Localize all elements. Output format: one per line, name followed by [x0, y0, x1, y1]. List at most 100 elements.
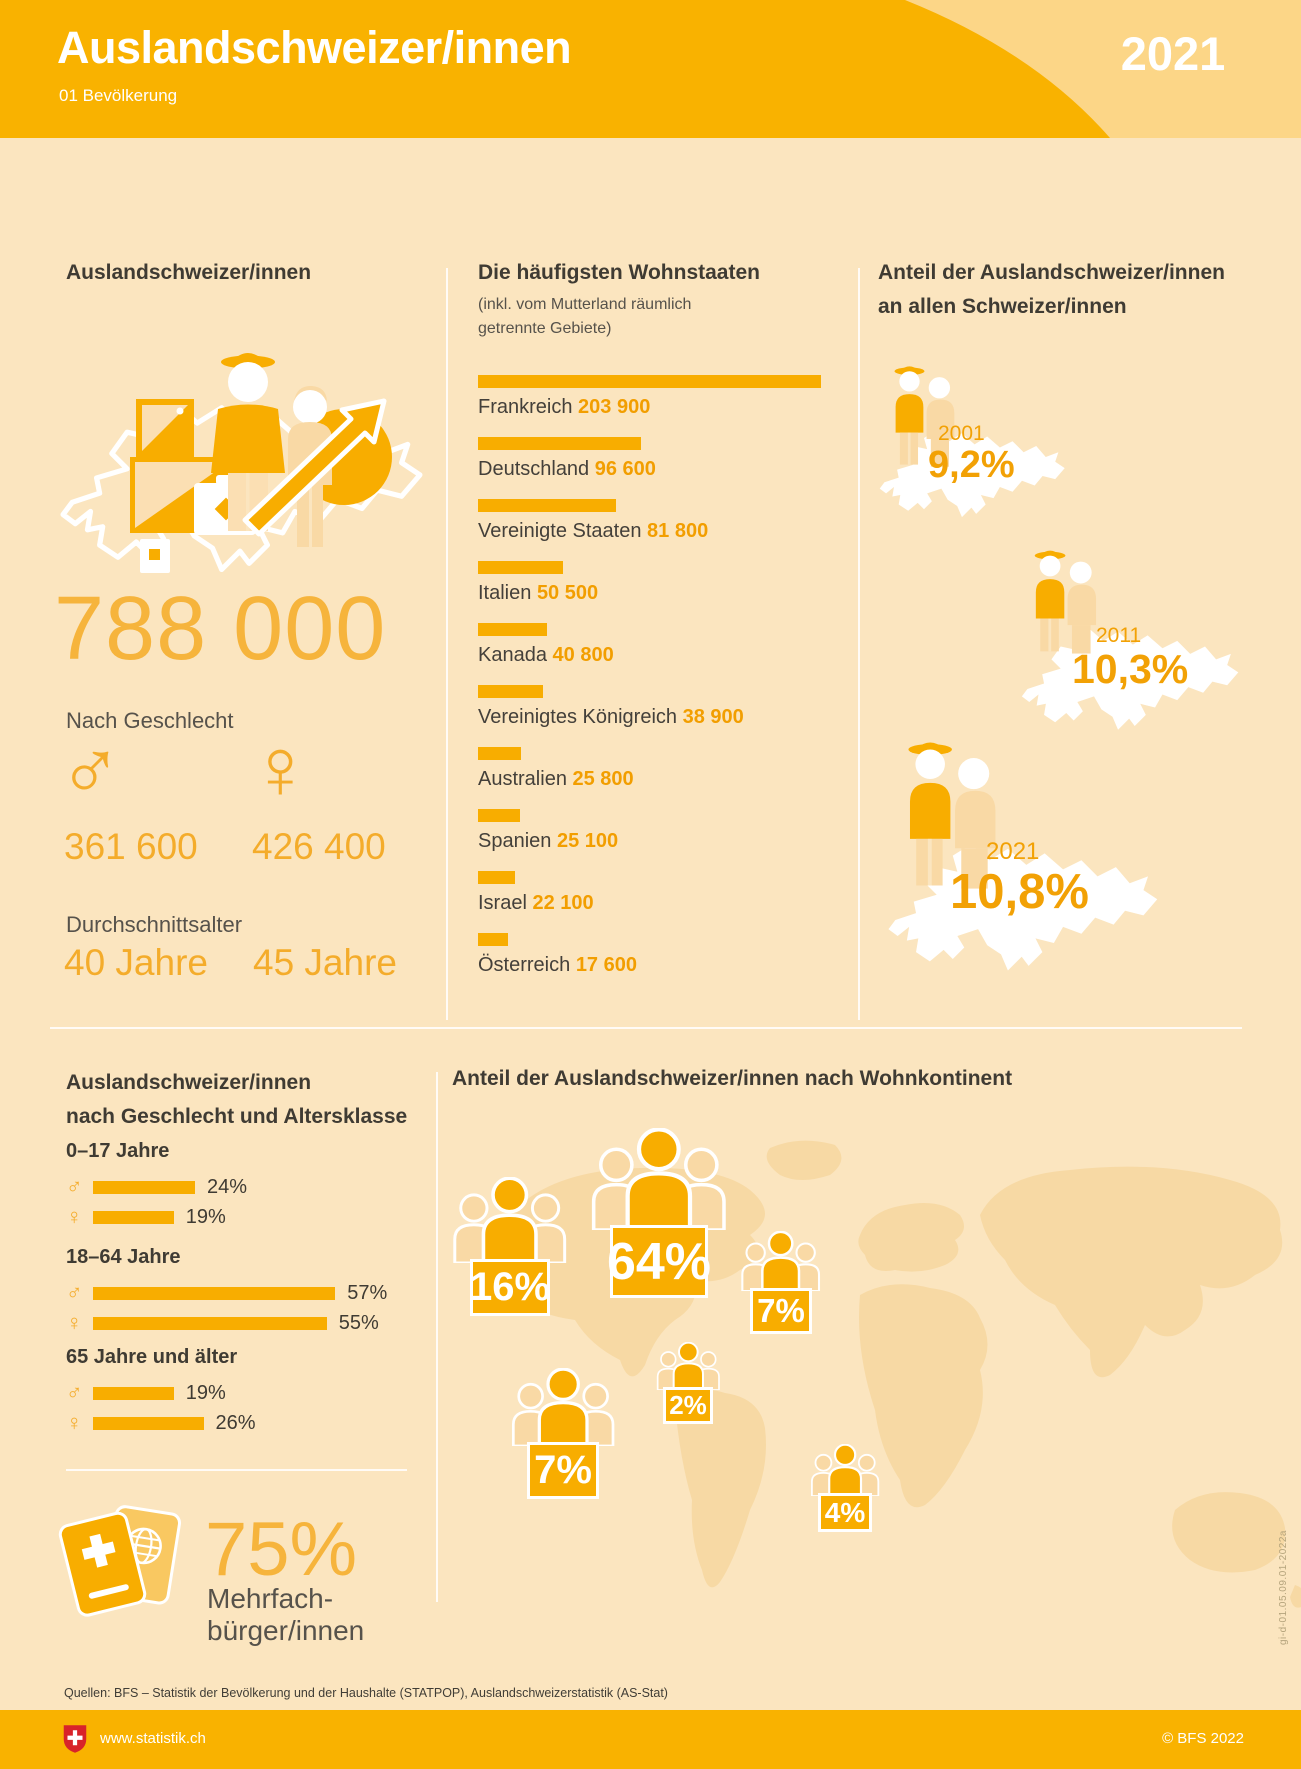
continent-share-value: 2%	[669, 1390, 707, 1420]
country-name: Österreich	[478, 954, 571, 976]
continent-marker-europe: 64%	[584, 1128, 734, 1298]
age-section-heading-line1: Auslandschweizer/innen	[66, 1071, 312, 1094]
age-bar-value: 19%	[185, 1205, 226, 1228]
country-value: 25 100	[556, 830, 619, 852]
country-bar	[478, 499, 616, 512]
male-icon: ♂	[66, 1380, 83, 1405]
country-bar	[478, 933, 508, 946]
country-bar	[478, 437, 641, 450]
share-value-2021: 10,8%	[950, 865, 1089, 919]
total-section-heading: Auslandschweizer/innen	[66, 261, 312, 284]
swiss-shield-icon	[63, 1725, 87, 1753]
female-icon: ♀	[66, 1204, 83, 1229]
switzerland-emigration-illustration	[60, 353, 423, 573]
male-icon: ♂	[66, 1174, 83, 1199]
country-value: 203 900	[578, 396, 651, 418]
header-corner-curve	[905, 0, 1301, 138]
gender-section-label: Nach Geschlecht	[66, 708, 234, 733]
continent-share-box: 16%	[470, 1259, 550, 1316]
column-divider-bottom	[436, 1072, 438, 1602]
countries-section-heading: Die häufigsten Wohnstaaten	[478, 261, 760, 284]
country-name: Vereinigte Staaten	[478, 520, 642, 542]
share-value-2001: 9,2%	[928, 444, 1015, 486]
share-section-heading-line2: an allen Schweizer/innen	[878, 295, 1127, 318]
country-name: Vereinigtes Königreich	[478, 706, 678, 728]
page-subtitle: 01 Bevölkerung	[59, 86, 178, 105]
country-item: Spanien 25 100	[478, 809, 848, 871]
continent-share-box: 7%	[527, 1442, 599, 1499]
male-total-value: 361 600	[64, 826, 198, 867]
continent-share-value: 64%	[606, 1232, 712, 1291]
section-divider-horizontal	[50, 1027, 1242, 1029]
female-average-age: 45 Jahre	[253, 942, 397, 983]
age-bar-female	[93, 1210, 174, 1224]
country-bar	[478, 747, 522, 760]
country-name: Spanien	[478, 830, 552, 852]
female-icon: ♀	[248, 721, 313, 817]
multi-citizenship-label-line1: Mehrfach-	[207, 1583, 334, 1614]
column-divider-right	[858, 268, 860, 1020]
male-icon: ♂	[58, 723, 123, 819]
countries-subheading-line2: getrennte Gebiete)	[478, 320, 612, 337]
continent-share-value: 4%	[824, 1496, 866, 1528]
switzerland-map-2001	[879, 430, 1065, 518]
countries-bar-chart: Frankreich 203 900 Deutschland 96 600 Ve…	[478, 375, 848, 995]
age-bar-value: 24%	[207, 1175, 248, 1198]
country-item: Italien 50 500	[478, 561, 848, 623]
share-year-2001: 2001	[938, 422, 985, 445]
country-value: 17 600	[575, 954, 637, 976]
passports-icon	[58, 1505, 182, 1617]
country-value: 50 500	[536, 582, 599, 604]
country-value: 96 600	[594, 458, 656, 480]
male-icon: ♂	[66, 1280, 83, 1305]
country-value: 40 800	[552, 644, 614, 666]
country-value: 38 900	[682, 706, 744, 728]
country-value: 81 800	[647, 520, 709, 542]
continent-share-box: 2%	[663, 1387, 713, 1424]
country-item: Kanada 40 800	[478, 623, 848, 685]
country-bar	[478, 561, 563, 574]
country-bar	[478, 809, 521, 822]
country-item: Australien 25 800	[478, 747, 848, 809]
country-item: Vereinigte Staaten 81 800	[478, 499, 848, 561]
share-year-2021: 2021	[986, 838, 1040, 865]
continent-section-heading: Anteil der Auslandschweizer/innen nach W…	[452, 1067, 1013, 1090]
multi-citizenship-value: 75%	[205, 1507, 358, 1592]
age-group-18-64: 18–64 Jahre ♂ 57% ♀ 55%	[66, 1246, 426, 1338]
age-bar-value: 26%	[215, 1411, 256, 1434]
multi-citizenship-label-line2: bürger/innen	[207, 1615, 365, 1646]
age-bar-female	[93, 1316, 327, 1330]
age-bar-row-female: ♀ 19%	[66, 1202, 426, 1232]
continent-share-box: 64%	[606, 1225, 712, 1298]
people-group-icon	[656, 1342, 720, 1390]
average-age-label: Durchschnittsalter	[66, 912, 243, 937]
column-divider-left	[446, 268, 448, 1020]
continent-share-value: 16%	[469, 1265, 551, 1309]
country-value: 22 100	[532, 892, 594, 914]
continent-share-value: 7%	[757, 1292, 805, 1329]
switzerland-map-2021	[888, 844, 1158, 971]
people-group-icon	[810, 1444, 880, 1496]
continent-marker-north-america: 16%	[453, 1177, 567, 1316]
country-name: Deutschland	[478, 458, 590, 480]
share-value-2011: 10,3%	[1072, 646, 1189, 692]
total-value: 788 000	[54, 579, 387, 679]
female-icon: ♀	[66, 1410, 83, 1435]
share-section-heading-line1: Anteil der Auslandschweizer/innen	[878, 261, 1225, 284]
age-bar-row-female: ♀ 55%	[66, 1308, 426, 1338]
continent-share-box: 7%	[750, 1288, 812, 1334]
share-year-2011: 2011	[1096, 624, 1142, 647]
continent-share-value: 7%	[534, 1448, 592, 1492]
website-link[interactable]: www.statistik.ch	[100, 1730, 206, 1747]
age-group-65-plus: 65 Jahre und älter ♂ 19% ♀ 26%	[66, 1346, 426, 1438]
age-bar-row-male: ♂ 57%	[66, 1278, 426, 1308]
female-icon: ♀	[66, 1310, 83, 1335]
country-item: Frankreich 203 900	[478, 375, 848, 437]
country-name: Frankreich	[478, 396, 573, 418]
country-name: Israel	[478, 892, 527, 914]
age-group-0-17: 0–17 Jahre ♂ 24% ♀ 19%	[66, 1140, 426, 1232]
country-item: Israel 22 100	[478, 871, 848, 933]
country-name: Australien	[478, 768, 567, 790]
country-bar	[478, 871, 516, 884]
country-value: 25 800	[572, 768, 634, 790]
